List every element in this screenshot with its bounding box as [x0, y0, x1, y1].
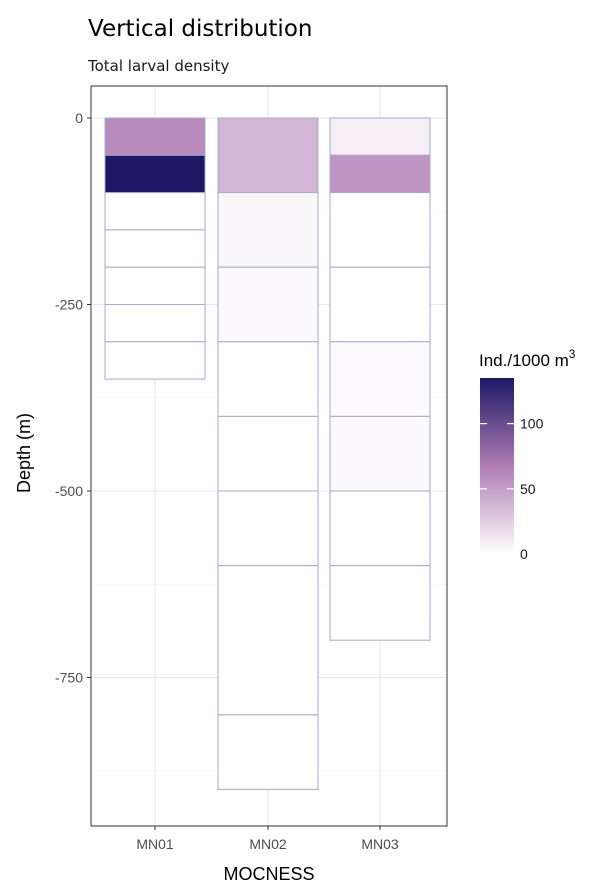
depth-bin-mn03 — [329, 117, 431, 156]
legend-tick-label: 0 — [520, 546, 528, 562]
legend-title-superscript: 3 — [569, 347, 576, 361]
y-tick-label: -500 — [55, 483, 83, 499]
x-axis-title: MOCNESS — [223, 864, 314, 884]
depth-bin-mn01 — [104, 192, 206, 231]
depth-bin-mn01 — [104, 117, 206, 156]
depth-bin-mn03 — [329, 266, 431, 343]
x-tick-label-mn03: MN03 — [361, 836, 399, 852]
legend-title: Ind./1000 m3 — [479, 347, 576, 370]
y-axis-title: Depth (m) — [14, 413, 34, 493]
y-tick-label: 0 — [75, 110, 83, 126]
depth-bins — [104, 117, 431, 790]
x-tick-label-mn01: MN01 — [136, 836, 174, 852]
depth-bin-mn02 — [217, 117, 319, 194]
depth-bin-mn01 — [104, 341, 206, 380]
depth-bin-mn02 — [217, 192, 319, 268]
depth-bin-mn02 — [217, 415, 319, 492]
depth-bin-mn01 — [104, 229, 206, 268]
y-axis-ticks: 0 -250 -500 -750 — [55, 110, 91, 686]
color-legend: Ind./1000 m3 0 50 100 — [479, 347, 576, 562]
depth-bin-mn02 — [217, 266, 319, 343]
x-tick-label-mn02: MN02 — [249, 836, 287, 852]
chart-title: Vertical distribution — [88, 16, 312, 42]
depth-bin-mn02 — [217, 341, 319, 417]
x-axis-ticks: MN01 MN02 MN03 — [136, 826, 399, 852]
depth-bin-mn03 — [329, 192, 431, 268]
depth-bin-mn02 — [217, 490, 319, 567]
depth-bin-mn03 — [329, 154, 431, 194]
depth-bin-mn01 — [104, 154, 206, 194]
legend-tick-label: 50 — [520, 481, 536, 497]
depth-bin-mn01 — [104, 266, 206, 306]
legend-title-text: Ind./1000 m — [479, 351, 569, 370]
depth-bin-mn02 — [217, 714, 319, 790]
y-tick-label: -250 — [55, 297, 83, 313]
legend-ticks: 0 50 100 — [480, 416, 544, 562]
legend-colorbar — [480, 378, 514, 554]
plot-border — [90, 85, 448, 827]
depth-bin-mn03 — [329, 490, 431, 567]
depth-bin-mn03 — [329, 565, 431, 641]
chart-subtitle: Total larval density — [87, 57, 229, 75]
legend-tick-label: 100 — [520, 416, 544, 432]
depth-bin-mn03 — [329, 341, 431, 417]
depth-bin-mn02 — [217, 565, 319, 716]
y-tick-label: -750 — [55, 670, 83, 686]
depth-bin-mn03 — [329, 415, 431, 492]
depth-bin-mn01 — [104, 304, 206, 343]
